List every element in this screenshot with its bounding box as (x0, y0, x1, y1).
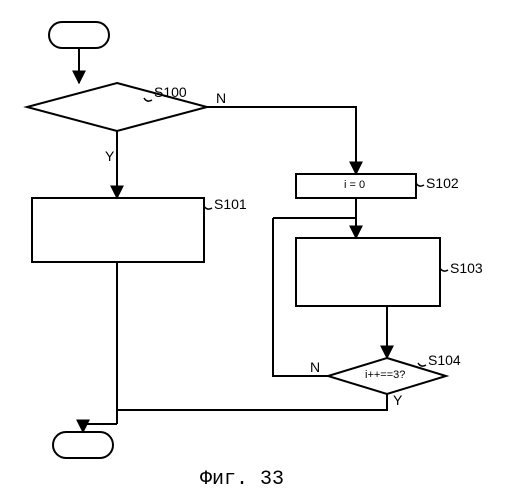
flowchart-svg (0, 0, 515, 500)
tick-s101 (204, 206, 212, 209)
node-s101 (32, 198, 204, 262)
label-s101: S101 (214, 196, 247, 212)
node-start (49, 22, 109, 48)
tick-s102 (416, 183, 424, 186)
label-s100-n: N (216, 90, 226, 106)
text-s104: i++==3? (365, 369, 405, 381)
text-s102: i = 0 (344, 179, 365, 191)
figure-caption: Фиг. 33 (200, 468, 284, 491)
label-s100: S100 (154, 84, 187, 100)
label-s100-y: Y (105, 148, 114, 164)
label-s102: S102 (426, 175, 459, 191)
edge-s104-loop (273, 218, 328, 376)
tick-s103 (440, 268, 448, 271)
node-s103 (296, 238, 440, 306)
label-s103: S103 (450, 260, 483, 276)
tick-s104 (418, 363, 426, 366)
tick-s100 (144, 98, 152, 101)
node-end (53, 432, 113, 458)
edge-s104-merge (117, 394, 387, 410)
label-s104-n: N (310, 359, 320, 375)
flowchart-canvas: S100 S101 S102 S103 S104 Y N N Y i = 0 i… (0, 0, 515, 500)
label-s104: S104 (428, 352, 461, 368)
edge-s100-s102 (207, 107, 356, 174)
label-s104-y: Y (393, 392, 402, 408)
